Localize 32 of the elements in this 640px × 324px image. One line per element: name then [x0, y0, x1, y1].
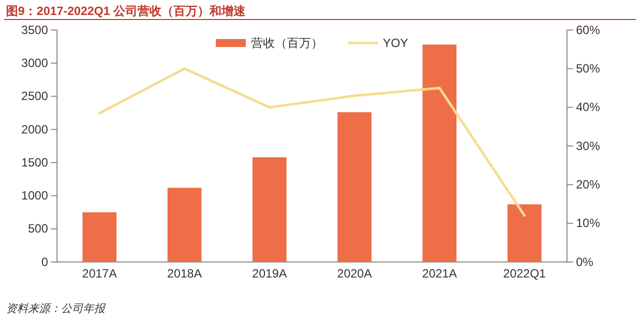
y-tick-label: 500 [28, 222, 48, 236]
line-series [98, 67, 526, 217]
y-tick-label: 3500 [21, 22, 48, 37]
y-tick-label: 0 [41, 254, 48, 269]
bar [508, 204, 542, 262]
x-tick-label: 2017A [82, 266, 117, 281]
chart-title: 图9：2017-2022Q1 公司营收（百万）和增速 [6, 4, 246, 18]
text: 资料来源：公司年报 [6, 302, 106, 315]
y-tick-label: 1500 [21, 155, 48, 170]
legend-label: YOY [382, 36, 408, 50]
y-tick-label: 1000 [21, 188, 48, 203]
bar [168, 188, 202, 262]
x-tick-label: 2019A [252, 266, 287, 281]
x-tick-label: 2022Q1 [503, 266, 546, 281]
y2-tick-label: 0% [576, 254, 594, 269]
bar [338, 112, 372, 262]
y2-tick-label: 60% [576, 22, 600, 37]
x-tick-label: 2018A [167, 266, 202, 281]
y-tick-label: 2500 [21, 89, 48, 104]
y2-tick-label: 40% [576, 100, 600, 114]
y-tick-label: 3000 [21, 56, 48, 70]
bar [82, 212, 116, 262]
y-tick-label: 2000 [21, 122, 48, 136]
x-tick-label: 2020A [337, 266, 372, 281]
bar [252, 157, 286, 262]
legend-label: 营收（百万） [250, 36, 323, 50]
bar [422, 44, 456, 262]
y2-tick-label: 30% [576, 138, 600, 153]
y2-tick-label: 20% [576, 178, 600, 192]
y2-tick-label: 50% [576, 62, 600, 76]
y2-tick-label: 10% [576, 216, 600, 230]
x-tick-label: 2021A [422, 266, 457, 281]
